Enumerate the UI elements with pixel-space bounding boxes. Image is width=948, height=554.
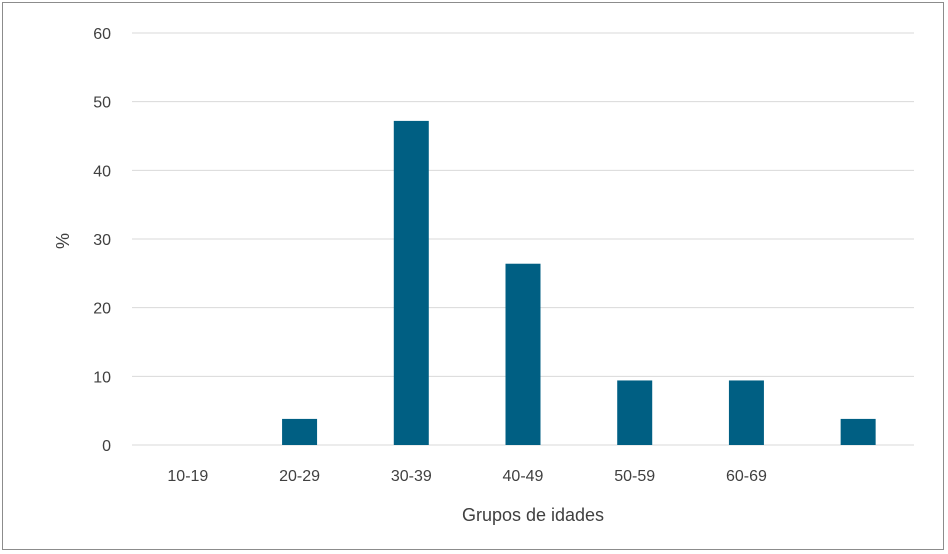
x-axis-title: Grupos de idades (462, 505, 604, 525)
y-tick-label: 60 (93, 26, 111, 43)
x-tick-label: 40-49 (503, 468, 544, 485)
y-tick-label: 50 (93, 95, 111, 112)
y-tick-label: 40 (93, 163, 111, 180)
bar (393, 120, 429, 445)
bar (282, 418, 318, 445)
x-tick-label: 30-39 (391, 468, 432, 485)
y-tick-label: 30 (93, 232, 111, 249)
bar (505, 263, 541, 445)
x-tick-label: 50-59 (614, 468, 655, 485)
y-tick-label: 0 (102, 438, 111, 455)
bar (840, 418, 876, 445)
y-tick-label: 20 (93, 301, 111, 318)
x-axis-ticks: 10-19 20-29 30-39 40-49 50-59 60-69 (167, 468, 767, 485)
y-tick-label: 10 (93, 369, 111, 386)
y-axis-ticks: 0 10 20 30 40 50 60 (93, 26, 111, 455)
bar (617, 380, 653, 445)
bar (728, 380, 764, 445)
y-axis-title: % (53, 233, 73, 249)
bar-chart: 0 10 20 30 40 50 60 10-19 20-29 30-39 40-49 50-59 6… (53, 26, 914, 525)
x-tick-label: 10-19 (167, 468, 208, 485)
bars (282, 120, 876, 445)
x-tick-label: 60-69 (726, 468, 767, 485)
x-tick-label: 20-29 (279, 468, 320, 485)
